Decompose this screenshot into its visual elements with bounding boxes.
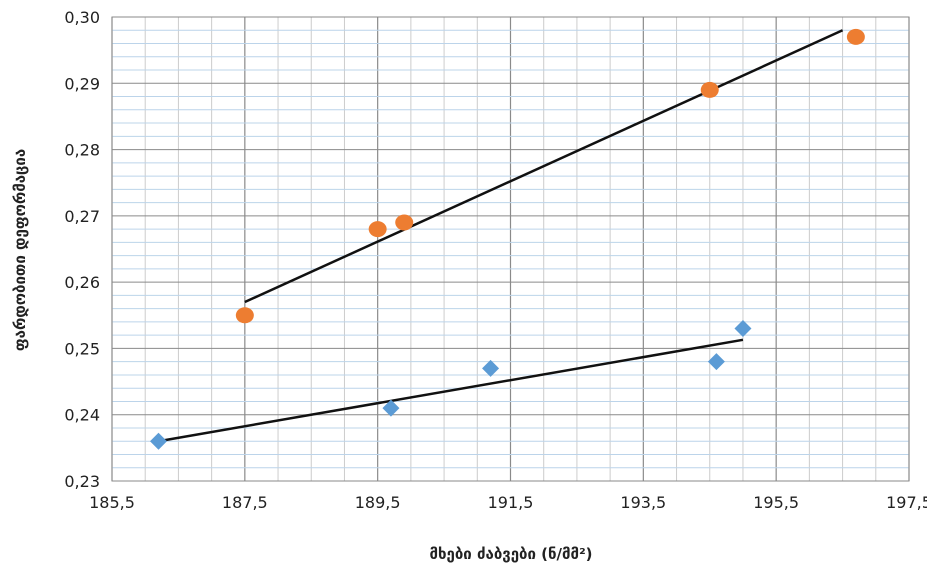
y-axis-label: ფარდობითი დეფორმაცია <box>11 149 29 351</box>
x-tick-label: 189,5 <box>355 493 401 512</box>
y-tick-label: 0,24 <box>64 406 100 425</box>
trendlines <box>158 29 844 443</box>
data-point-circle <box>395 214 414 231</box>
data-point-circle <box>235 307 254 324</box>
data-point-diamond <box>382 399 400 417</box>
x-tick-label: 185,5 <box>89 493 135 512</box>
data-point-diamond <box>707 353 725 371</box>
x-tick-label: 193,5 <box>620 493 666 512</box>
data-point-diamond <box>149 432 167 450</box>
data-point-circle <box>846 28 865 45</box>
y-tick-label: 0,27 <box>64 207 100 226</box>
data-point-circle <box>368 221 387 238</box>
data-points <box>149 28 865 450</box>
y-tick-label: 0,29 <box>64 74 100 93</box>
x-tick-label: 187,5 <box>222 493 268 512</box>
data-point-circle <box>700 81 719 98</box>
x-axis-label: მხები ძაბვები (ნ/მმ²) <box>429 545 592 563</box>
y-tick-label: 0,25 <box>64 339 100 358</box>
x-tick-label: 195,5 <box>753 493 799 512</box>
plot-area <box>111 16 910 482</box>
x-axis-ticks: 185,5 187,5 189,5 191,5 193,5 195,5 197,5 <box>89 493 927 512</box>
trendline <box>244 29 844 304</box>
x-tick-label: 197,5 <box>886 493 927 512</box>
data-point-diamond <box>734 320 752 338</box>
y-axis-ticks: 0,23 0,24 0,25 0,26 0,27 0,28 0,29 0,30 <box>64 8 100 491</box>
data-point-diamond <box>482 359 500 377</box>
y-tick-label: 0,23 <box>64 472 100 491</box>
trendline <box>158 338 744 443</box>
y-tick-label: 0,26 <box>64 273 100 292</box>
y-tick-label: 0,30 <box>64 8 100 27</box>
x-tick-label: 191,5 <box>488 493 534 512</box>
y-tick-label: 0,28 <box>64 141 100 160</box>
gridlines <box>111 16 910 482</box>
